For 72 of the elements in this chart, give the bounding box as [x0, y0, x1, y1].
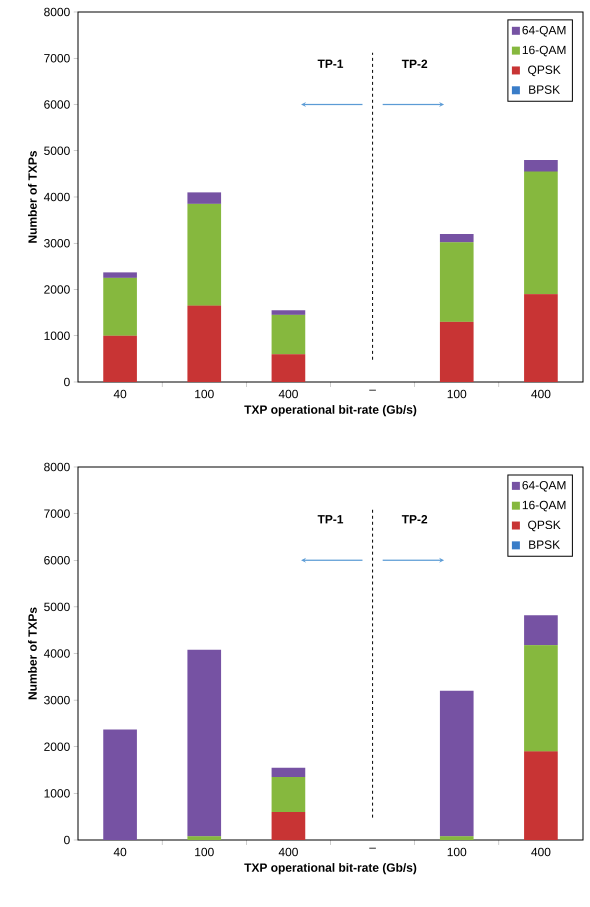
y-tick-label: 4000 — [44, 649, 70, 658]
y-tick-label: 6000 — [44, 100, 70, 109]
legend-label: 16-QAM — [522, 500, 566, 512]
y-tick-label: 2000 — [44, 742, 70, 751]
x-tick-label: – — [369, 848, 376, 849]
bar — [524, 172, 558, 294]
bar — [187, 650, 222, 836]
bar — [524, 751, 558, 840]
annotation: TP-1 — [318, 515, 344, 524]
x-tick-label: 100 — [448, 848, 466, 856]
y-tick-label: 5000 — [44, 602, 70, 612]
legend-label: 64-QAM — [522, 26, 566, 36]
bar — [272, 777, 306, 812]
bar — [440, 322, 474, 382]
x-axis-title: TXP operational bit-rate (Gb/s) — [244, 863, 416, 874]
y-tick-label: 7000 — [44, 509, 70, 518]
x-axis-title: TXP operational bit-rate (Gb/s) — [244, 405, 416, 416]
y-tick-label: 7000 — [44, 54, 70, 62]
legend-label: 16-QAM — [522, 46, 566, 56]
y-tick-label: 6000 — [44, 556, 70, 564]
bar — [187, 836, 222, 840]
bar — [272, 354, 306, 382]
bar — [524, 615, 558, 646]
annotation: TP-1 — [318, 60, 344, 68]
x-tick-label: 40 — [114, 848, 126, 856]
bar — [524, 645, 558, 752]
bar — [103, 272, 137, 278]
bar — [272, 314, 306, 354]
y-axis-title: Number of TXPs — [28, 150, 37, 243]
legend-label: 64-QAM — [522, 480, 566, 492]
y-axis-title: Number of TXPs — [28, 607, 37, 700]
legend-label: BPSK — [529, 540, 560, 549]
annotation: TP-2 — [402, 60, 428, 68]
bar — [187, 204, 222, 306]
bar — [103, 336, 137, 382]
y-tick-label: 8000 — [44, 462, 70, 472]
x-tick-label: 400 — [278, 390, 298, 398]
y-tick-label: 4000 — [44, 192, 70, 202]
annotation: TP-2 — [402, 515, 428, 524]
bar — [187, 192, 222, 204]
x-tick-label: 400 — [531, 848, 550, 856]
x-tick-label: 100 — [195, 390, 214, 398]
y-tick-label: 2000 — [44, 285, 70, 294]
bar — [187, 306, 222, 382]
legend-label: QPSK — [528, 520, 561, 532]
x-tick-label: 40 — [114, 390, 126, 398]
bar — [440, 690, 474, 836]
y-tick-label: 0 — [64, 378, 70, 386]
x-tick-label: 400 — [531, 390, 550, 398]
y-tick-label: 1000 — [44, 332, 70, 340]
bar — [272, 768, 306, 778]
bar — [103, 278, 137, 336]
bar — [440, 234, 474, 242]
bar — [272, 812, 306, 840]
legend-label: BPSK — [529, 85, 560, 94]
bar — [272, 310, 306, 315]
x-tick-label: – — [369, 390, 376, 391]
legend-label: QPSK — [528, 66, 561, 76]
y-tick-label: 8000 — [44, 8, 70, 16]
y-tick-label: 5000 — [44, 146, 70, 155]
bar — [440, 242, 474, 322]
x-tick-label: 100 — [448, 390, 466, 398]
x-tick-label: 100 — [195, 848, 214, 856]
x-tick-label: 400 — [278, 848, 298, 856]
bar — [440, 836, 474, 840]
bar — [103, 729, 137, 840]
y-tick-label: 3000 — [44, 239, 70, 248]
y-tick-label: 3000 — [44, 696, 70, 704]
y-tick-label: 0 — [64, 836, 70, 844]
bar — [524, 160, 558, 172]
y-tick-label: 1000 — [44, 789, 70, 798]
bar — [524, 294, 558, 382]
